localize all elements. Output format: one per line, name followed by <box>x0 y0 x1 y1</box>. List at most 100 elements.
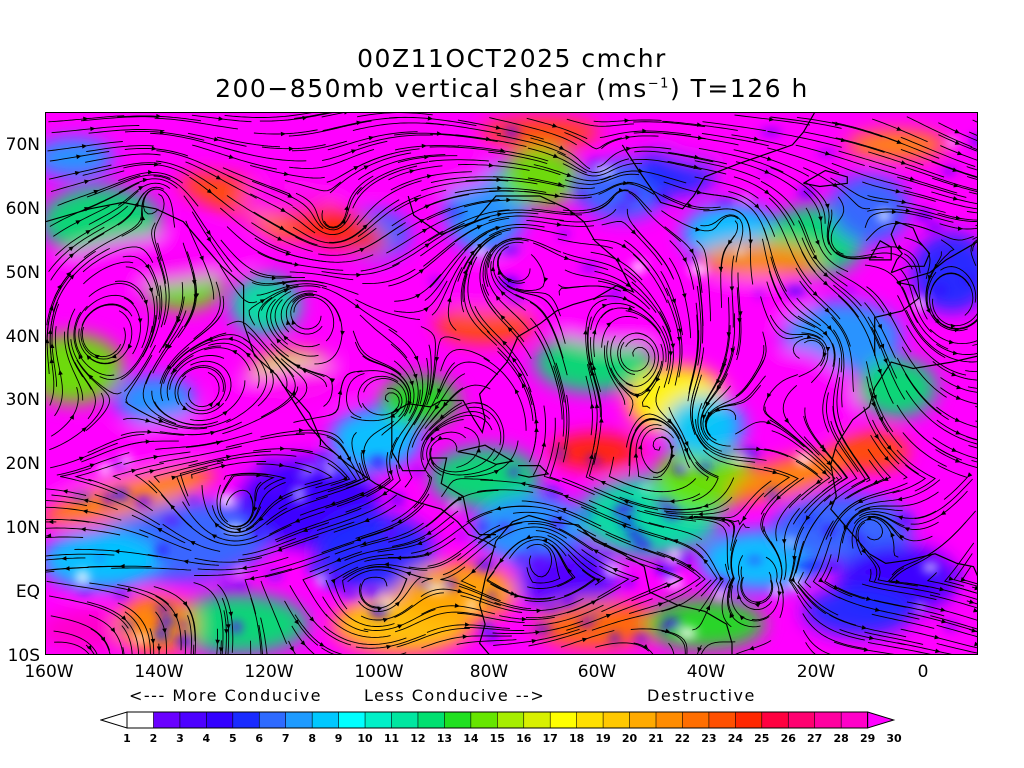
streamline <box>436 361 498 400</box>
streamline-arrow <box>210 430 216 436</box>
shear-blob <box>121 454 132 463</box>
streamline <box>630 158 702 171</box>
shear-blob <box>152 629 170 641</box>
streamline-arrow <box>171 475 177 481</box>
streamline <box>74 362 96 420</box>
destructive-label: Destructive <box>647 686 756 705</box>
streamline-arrow <box>896 139 902 144</box>
streamline <box>610 367 660 395</box>
streamline-arrow <box>280 207 286 213</box>
streamline-arrow <box>954 140 961 145</box>
streamline <box>897 295 946 358</box>
shear-blob <box>593 459 602 465</box>
streamline <box>905 390 977 445</box>
shear-blob <box>632 539 646 548</box>
streamline <box>83 261 134 285</box>
streamline-arrow <box>748 645 755 651</box>
streamline-arrow <box>843 525 848 531</box>
streamline <box>972 240 977 252</box>
streamline-arrow <box>719 517 726 522</box>
shear-blob <box>232 581 248 589</box>
streamline <box>264 556 330 578</box>
streamline-arrow <box>556 222 562 227</box>
streamline <box>832 405 871 483</box>
streamline-arrow <box>934 263 939 270</box>
streamline-arrow <box>951 371 957 377</box>
shear-blob <box>346 574 367 579</box>
streamline-arrow <box>736 594 742 600</box>
streamline <box>727 550 735 617</box>
shear-blob <box>475 559 495 571</box>
streamline <box>869 555 918 587</box>
streamline-arrow <box>364 517 370 523</box>
streamline <box>124 130 205 141</box>
streamline <box>966 210 977 214</box>
streamline-arrow <box>883 476 889 481</box>
streamline-arrow <box>94 354 100 360</box>
streamline <box>64 331 84 401</box>
streamline <box>966 176 977 180</box>
streamline <box>51 125 140 134</box>
streamline <box>155 440 223 450</box>
streamline <box>498 276 561 317</box>
shear-blob <box>742 196 750 204</box>
streamline <box>159 445 242 463</box>
streamline <box>242 537 297 556</box>
streamline <box>219 265 258 304</box>
streamline <box>360 522 424 548</box>
streamline-arrow <box>552 153 559 158</box>
shear-blob <box>534 332 655 393</box>
streamline-arrow <box>833 584 839 590</box>
streamline <box>804 520 834 588</box>
streamline-arrow <box>47 329 53 335</box>
streamline <box>798 339 825 378</box>
streamline <box>971 459 977 463</box>
streamline-arrow <box>697 647 702 653</box>
streamline-arrow <box>776 495 782 501</box>
shear-blob <box>826 561 840 572</box>
streamline-arrow <box>413 355 419 362</box>
streamline <box>270 290 292 345</box>
shear-blob <box>677 627 697 639</box>
streamline <box>261 144 326 150</box>
streamline <box>429 226 498 289</box>
streamline <box>604 345 626 405</box>
streamline <box>802 629 831 654</box>
streamline <box>457 164 530 171</box>
shear-blob <box>534 599 655 650</box>
streamline-arrow <box>582 637 588 643</box>
streamline <box>291 140 348 152</box>
colorbar-tick-label: 12 <box>410 732 426 745</box>
streamline-arrow <box>583 329 588 335</box>
streamline <box>940 266 977 303</box>
streamline <box>274 507 362 541</box>
streamline-arrow <box>948 576 954 581</box>
streamline-arrow <box>153 162 160 167</box>
shear-blob <box>666 579 684 589</box>
streamline <box>566 118 634 127</box>
streamline <box>211 505 262 530</box>
shear-blob <box>527 545 538 552</box>
streamline <box>937 464 969 500</box>
chart-title: 00Z11OCT2025 cmchr <box>357 44 667 73</box>
lon-label: 140W <box>134 662 184 682</box>
shear-blob <box>479 117 600 148</box>
streamline-arrow <box>870 401 876 408</box>
streamline <box>363 378 407 418</box>
streamline-arrow <box>497 185 503 191</box>
streamline-arrow <box>878 416 884 422</box>
colorbar-segment <box>259 712 287 728</box>
shear-blob <box>426 584 446 593</box>
streamline-arrow <box>590 370 595 376</box>
shear-blob <box>371 456 385 468</box>
colorbar-segment <box>629 712 657 728</box>
streamline <box>293 296 335 342</box>
lat-label: 20N <box>5 454 40 474</box>
streamline <box>74 461 123 482</box>
streamline-arrow <box>359 491 365 497</box>
streamline-arrow <box>413 373 418 380</box>
shear-blob <box>486 635 501 642</box>
streamline <box>606 340 634 417</box>
streamline-arrow <box>535 630 541 635</box>
streamline <box>767 147 840 174</box>
